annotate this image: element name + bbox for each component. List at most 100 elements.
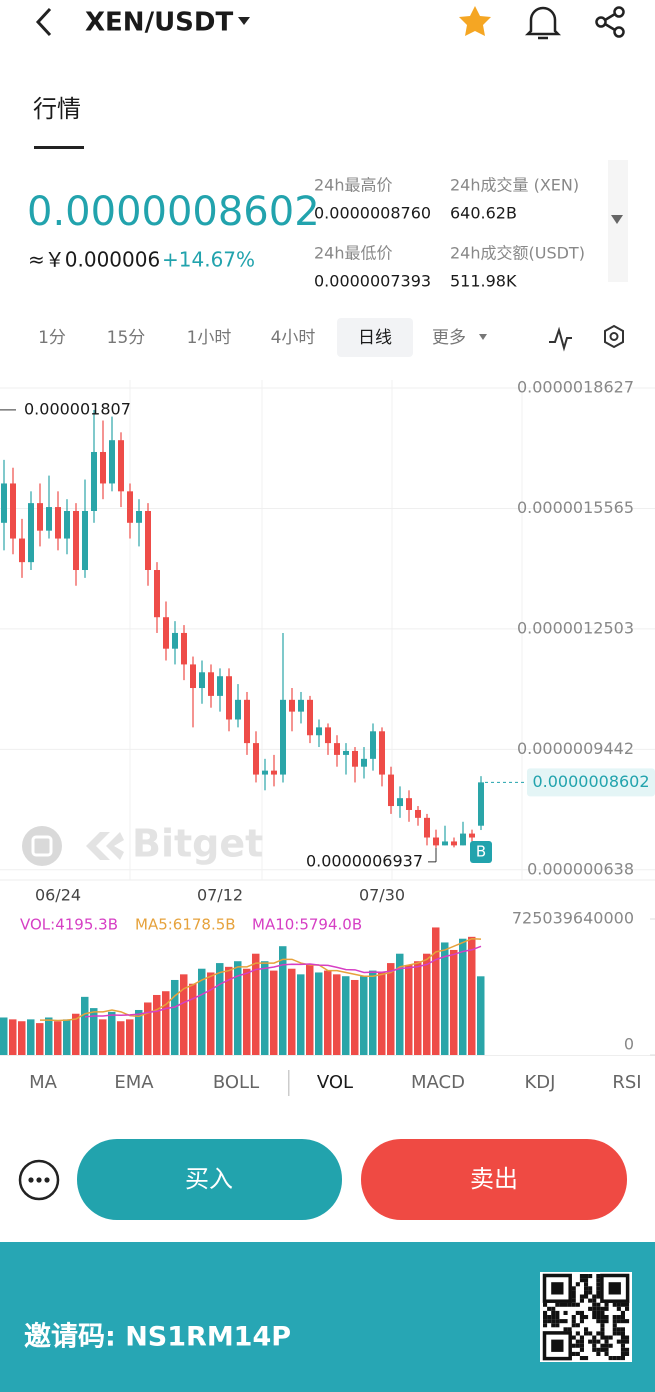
qr-finder [608,1282,621,1295]
trade-marker: B [476,843,486,861]
qr-module [543,1310,548,1315]
qr-module [625,1339,630,1344]
qr-module [579,1335,584,1340]
volume-bar [360,976,368,1055]
volume-bar [90,1008,98,1055]
last-price: 0.0000008602 [27,189,320,235]
indicator-tab[interactable]: MACD [411,1072,465,1093]
candle-body [145,510,151,571]
chart-type-icon[interactable] [549,326,572,352]
qr-module [543,1323,548,1328]
qr-module [616,1302,621,1307]
qr-module [567,1302,572,1307]
buy-button[interactable] [77,1139,342,1220]
volume-bar [459,938,467,1055]
alert-icon[interactable] [524,6,562,40]
qr-module [625,1302,630,1307]
qr-module [584,1282,589,1287]
qr-module [559,1302,564,1307]
qr-module [620,1310,625,1315]
candle-body [352,750,358,767]
volume-bar [9,1019,17,1055]
qr-module [579,1315,584,1320]
candle-body [289,699,295,712]
qr-module [612,1327,617,1332]
qr-module [596,1339,601,1344]
indicator-tab[interactable]: KDJ [525,1072,556,1093]
qr-module [588,1290,593,1295]
more-button[interactable] [18,1159,60,1201]
stat-value: 511.98K [450,272,517,291]
qr-module [551,1306,556,1311]
indicator-tab[interactable]: BOLL [213,1072,259,1093]
qr-module [551,1319,556,1324]
interval-tab[interactable]: 4小时 [271,328,316,348]
x-tick-label: 07/12 [197,886,243,905]
qr-module [604,1315,609,1320]
back-button[interactable] [35,7,52,37]
qr-module [596,1310,601,1315]
settings-icon[interactable] [604,324,624,349]
stats-expand[interactable] [611,215,623,224]
qr-module [600,1306,605,1311]
volume-bar [117,1021,125,1055]
share-icon[interactable] [595,6,625,38]
qr-finder [600,1273,630,1303]
qr-module [575,1282,580,1287]
qr-module [620,1319,625,1324]
qr-module [604,1335,609,1340]
candle-body [280,699,286,775]
candle-body [343,750,349,755]
volume-bar [405,964,413,1055]
qr-module [571,1290,576,1295]
volume-bar [18,1021,26,1055]
volume-bar [387,963,395,1055]
qr-module [625,1351,630,1356]
volume-bar [153,994,161,1055]
candle-body [181,632,187,665]
legend-entry: VOL:4195.3B [20,916,118,934]
candle-body [118,440,124,492]
qr-module [612,1356,617,1361]
qr-module [592,1339,597,1344]
volume-bar [414,961,422,1055]
favorite-icon[interactable] [459,6,491,36]
candle-body [172,632,178,649]
qr-module [616,1306,621,1311]
candle-body [109,440,115,484]
qr-module [592,1315,597,1320]
indicator-tab[interactable]: MA [29,1072,58,1093]
volume-bar [162,991,170,1055]
qr-module [551,1315,556,1320]
qr-module [571,1294,576,1299]
qr-module [543,1315,548,1320]
pair-dropdown[interactable] [238,17,250,25]
qr-module [571,1298,576,1303]
volume-bar [441,942,449,1055]
y-tick-label: 0 [624,1035,634,1054]
indicator-tab[interactable]: VOL [317,1072,353,1093]
interval-tab[interactable]: 1分 [38,328,66,348]
low-label: 0.0000006937 [306,851,423,870]
qr-module [584,1294,589,1299]
volume-bar [315,972,323,1055]
interval-tab[interactable]: 日线 [358,328,392,348]
qr-module [584,1331,589,1336]
qr-module [620,1356,625,1361]
qr-module [596,1331,601,1336]
stat-label: 24h最低价 [314,244,393,263]
stat-value: 640.62B [450,204,517,223]
interval-tab[interactable]: 1小时 [187,328,232,348]
interval-tab[interactable]: 更多 [432,328,466,348]
qr-module [571,1286,576,1291]
candle-body [460,833,466,846]
sell-button[interactable] [361,1139,627,1220]
qr-module [555,1319,560,1324]
interval-tab[interactable]: 15分 [107,328,146,348]
last-price-tag [527,768,655,797]
qr-finder [551,1339,564,1352]
indicator-tab[interactable]: EMA [114,1072,154,1093]
qr-module [547,1306,552,1311]
indicator-tab[interactable]: RSI [612,1072,641,1093]
y-tick-label: 0.0000018627 [517,377,634,396]
